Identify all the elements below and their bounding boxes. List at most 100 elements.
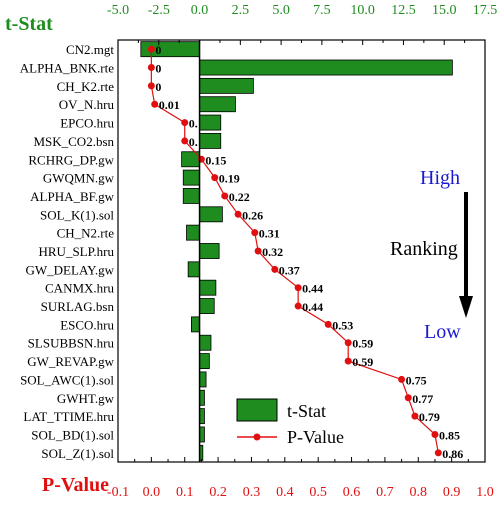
bar [187, 261, 200, 278]
pvalue-point [254, 247, 262, 255]
category-label: SOL_Z(1).sol [41, 446, 114, 461]
bar [199, 132, 222, 149]
category-label: SURLAG.bsn [41, 299, 115, 314]
category-label: SOL_BD(1).sol [31, 427, 114, 442]
top-tick-label: 12.5 [391, 3, 416, 18]
bottom-tick-label: 0.2 [209, 485, 227, 500]
pvalue-point [294, 302, 302, 310]
pvalue-label: 0. [189, 135, 198, 149]
bar [199, 59, 453, 76]
category-label: CH_N2.rte [57, 226, 115, 241]
ranking-arrow [459, 192, 473, 318]
pvalue-label: 0 [155, 80, 161, 94]
bottom-tick-label: 1.0 [476, 485, 494, 500]
pvalue-label: 0.22 [229, 190, 250, 204]
top-tick-label: 17.5 [473, 3, 498, 18]
category-label: SLSUBBSN.hru [28, 336, 115, 351]
pvalue-point [404, 394, 412, 402]
legend: t-Stat P-Value [236, 398, 344, 447]
top-tick-label: -2.5 [148, 3, 170, 18]
category-label: GWQMN.gw [43, 171, 115, 186]
bar [199, 298, 215, 314]
legend-label-tstat: t-Stat [287, 401, 326, 421]
bar [199, 243, 220, 259]
bar [199, 206, 223, 223]
bottom-tick-label: 0.5 [309, 485, 327, 500]
pvalue-label: 0.79 [419, 410, 440, 424]
bar [199, 77, 254, 94]
bottom-tick-label: 0.3 [243, 485, 261, 500]
bar [182, 169, 200, 186]
tstat-bars [140, 41, 453, 461]
axes: -5.0 -2.5 0.0 2.5 5.0 7.5 10.0 12.5 15.0 17.5-0.1… [107, 3, 497, 500]
bar [199, 96, 236, 113]
pvalue-point [221, 192, 229, 200]
pvalue-point [147, 82, 155, 90]
pvalue-label: 0.15 [205, 153, 226, 167]
pvalue-point [398, 375, 406, 383]
annotation-ranking: Ranking [390, 238, 458, 260]
bottom-tick-label: 0.8 [410, 485, 428, 500]
pvalue-point [294, 284, 302, 292]
bottom-tick-label: 0.9 [443, 485, 461, 500]
pvalue-label: 0.26 [242, 208, 263, 222]
pvalue-label: 0.75 [406, 373, 427, 387]
category-label: EPCO.hru [60, 116, 114, 131]
pvalue-label: 0.53 [332, 318, 353, 332]
category-label: SOL_K(1).sol [40, 207, 114, 222]
pvalue-label: 0. [189, 117, 198, 131]
pvalue-label: 0.44 [302, 300, 323, 314]
bottom-axis-title: P-Value [42, 474, 109, 496]
bar [199, 353, 210, 370]
top-axis-title: t-Stat [5, 13, 53, 35]
bottom-tick-label: 0.1 [176, 485, 194, 500]
bar [199, 334, 212, 351]
pvalue-label: 0.31 [259, 227, 280, 241]
pvalue-point [151, 100, 159, 108]
category-label: LAT_TTIME.hru [23, 409, 114, 424]
pvalue-point [234, 210, 242, 218]
bottom-tick-label: -0.1 [107, 485, 129, 500]
bar [186, 224, 200, 241]
top-tick-label: 15.0 [432, 3, 457, 18]
pvalue-label: 0.59 [352, 337, 373, 351]
annotation-low: Low [424, 321, 461, 343]
pvalue-point [181, 137, 189, 145]
bar [199, 371, 207, 388]
pvalue-point [411, 412, 419, 420]
category-label: ALPHA_BF.gw [30, 189, 114, 204]
category-label: ESCO.hru [60, 317, 114, 332]
pvalue-point [344, 339, 352, 347]
pvalue-label: 0.77 [412, 392, 433, 406]
bar [190, 316, 200, 333]
pvalue-label: 0.01 [159, 98, 180, 112]
pvalue-line: 0000.010.0.0.150.190.220.260.310.320.370… [147, 43, 463, 461]
category-label: CH_K2.rte [57, 79, 115, 94]
category-label: OV_N.hru [59, 97, 115, 112]
category-labels: CN2.mgt ALPHA_BNK.rte CH_K2.rte OV_N.hru EPC… [20, 42, 115, 461]
bottom-tick-label: 0.6 [343, 485, 361, 500]
pvalue-point [324, 320, 332, 328]
pvalue-point [211, 174, 219, 182]
top-tick-label: -5.0 [107, 3, 129, 18]
category-label: GWHT.gw [57, 391, 115, 406]
legend-marker-pvalue [253, 433, 261, 441]
bottom-tick-label: 0.4 [276, 485, 294, 500]
category-label: GW_DELAY.gw [26, 262, 115, 277]
pvalue-label: 0.19 [219, 172, 240, 186]
category-label: CN2.mgt [66, 42, 114, 57]
top-tick-label: 10.0 [350, 3, 375, 18]
category-label: HRU_SLP.hru [39, 244, 115, 259]
bar [199, 279, 217, 296]
pvalue-label: 0.44 [302, 282, 323, 296]
category-label: MSK_CO2.bsn [33, 134, 114, 149]
pvalue-label: 0 [155, 43, 161, 57]
top-tick-label: 0.0 [191, 3, 209, 18]
bar [199, 114, 222, 131]
top-tick-label: 7.5 [313, 3, 331, 18]
pvalue-point [271, 265, 279, 273]
category-label: SOL_AWC(1).sol [20, 372, 114, 387]
legend-label-pvalue: P-Value [287, 427, 344, 447]
category-label: GW_REVAP.gw [27, 354, 114, 369]
